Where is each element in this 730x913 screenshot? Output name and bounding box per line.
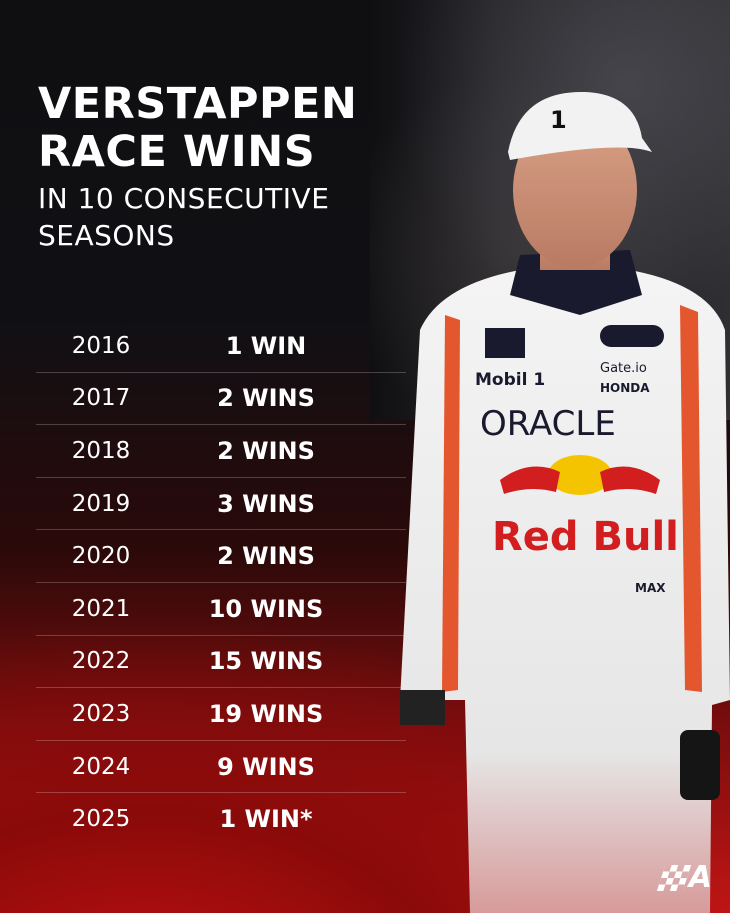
season-wins: 10 WINS <box>208 594 324 623</box>
season-wins: 1 WIN <box>225 331 307 360</box>
checkered-flag-icon <box>656 864 692 891</box>
bull-left-icon <box>500 466 560 494</box>
season-wins: 3 WINS <box>217 489 315 518</box>
season-year: 2020 <box>71 543 131 570</box>
suit-stripe-right <box>680 305 702 692</box>
season-year: 2018 <box>71 437 131 464</box>
cap <box>508 91 652 160</box>
brand-logo-letter: A <box>688 860 712 895</box>
season-wins: 1 WIN* <box>219 805 313 834</box>
cap-number: 1 <box>550 106 567 134</box>
season-year: 2021 <box>71 595 131 622</box>
season-year: 2023 <box>71 700 131 727</box>
suit-name-tag: MAX <box>635 581 666 595</box>
season-wins: 15 WINS <box>208 647 324 676</box>
sponsor-tag <box>485 328 525 358</box>
wins-table: 2016 1 WIN 2017 2 WINS 2018 2 WINS 2019 … <box>36 320 406 845</box>
table-row: 2020 2 WINS <box>36 530 406 583</box>
season-wins: 2 WINS <box>217 436 315 465</box>
table-row: 2022 15 WINS <box>36 636 406 689</box>
sponsor-oracle: ORACLE <box>480 404 616 444</box>
table-row: 2017 2 WINS <box>36 373 406 426</box>
sponsor-honda: HONDA <box>600 381 650 395</box>
headline-line-1: VERSTAPPEN <box>38 79 358 129</box>
season-wins: 19 WINS <box>208 699 324 728</box>
left-glove <box>400 690 445 725</box>
season-year: 2022 <box>71 648 131 675</box>
sponsor-redbull: Red Bull <box>492 514 679 560</box>
table-row: 2019 3 WINS <box>36 478 406 531</box>
season-year: 2024 <box>71 753 131 780</box>
table-row: 2021 10 WINS <box>36 583 406 636</box>
driver-photo: 1 Red Bull ORACLE Mobil 1 Gate.io HONDA … <box>400 91 730 913</box>
season-wins: 2 WINS <box>217 384 315 413</box>
season-year: 2025 <box>71 806 131 833</box>
brand-logo: A <box>656 860 712 895</box>
headline: VERSTAPPEN RACE WINS IN 10 CONSECUTIVE S… <box>38 80 357 254</box>
season-year: 2017 <box>71 385 131 412</box>
season-year: 2016 <box>71 332 131 359</box>
season-wins: 2 WINS <box>217 542 315 571</box>
right-glove <box>680 730 720 800</box>
sponsor-gate: Gate.io <box>600 361 647 376</box>
suit-stripe-left <box>442 315 460 692</box>
table-row: 2023 19 WINS <box>36 688 406 741</box>
headline-line-3: IN 10 CONSECUTIVE <box>38 182 330 215</box>
season-year: 2019 <box>71 490 131 517</box>
table-row: 2024 9 WINS <box>36 741 406 794</box>
headline-line-2: RACE WINS <box>38 127 316 177</box>
redbull-sun-icon <box>548 455 612 495</box>
bull-right-icon <box>600 466 660 494</box>
sponsor-mobil: Mobil 1 <box>475 370 545 390</box>
headline-line-4: SEASONS <box>38 219 175 252</box>
season-wins: 9 WINS <box>217 752 315 781</box>
table-row: 2016 1 WIN <box>36 320 406 373</box>
sponsor-rauch <box>600 325 664 347</box>
table-row: 2025 1 WIN* <box>36 793 406 845</box>
table-row: 2018 2 WINS <box>36 425 406 478</box>
race-suit <box>400 270 730 913</box>
